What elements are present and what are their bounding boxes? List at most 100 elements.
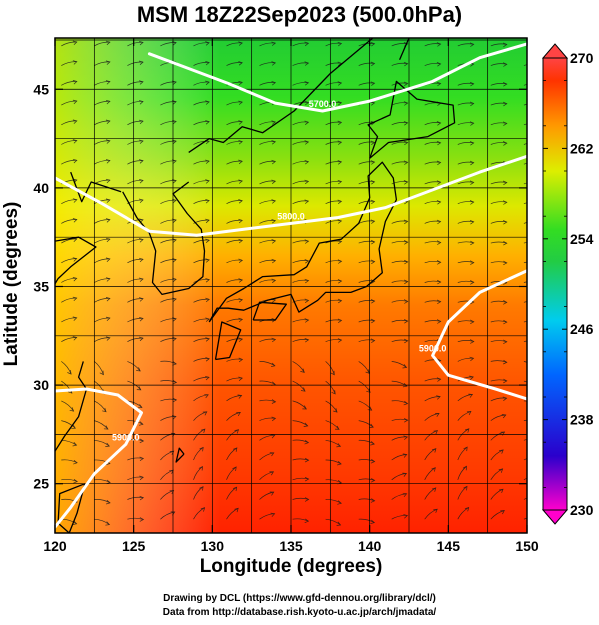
streamline: [358, 161, 375, 165]
coastline: [252, 301, 287, 321]
wind-streamlines: [61, 40, 540, 526]
streamline-arrowhead: [499, 488, 504, 494]
streamline-arrowhead: [271, 80, 277, 86]
streamline-arrowhead: [169, 450, 175, 455]
coastline: [208, 161, 398, 323]
contour-label: 5700.0: [309, 99, 337, 109]
streamline-arrowhead: [137, 404, 143, 409]
coastline: [122, 181, 206, 296]
streamline-arrowhead: [105, 40, 111, 46]
streamline-arrowhead: [69, 407, 75, 412]
streamline-arrowhead: [470, 260, 475, 265]
streamline: [523, 281, 527, 283]
streamline-arrowhead: [498, 468, 504, 473]
streamline-arrowhead: [536, 301, 540, 305]
x-tick-label: 130: [201, 538, 225, 554]
streamline-arrowhead: [370, 160, 376, 165]
streamline-arrowhead: [337, 461, 342, 466]
streamline-arrowhead: [72, 316, 78, 321]
streamline-arrowhead: [436, 42, 442, 47]
contour-line: [147, 42, 527, 113]
streamline-arrowhead: [105, 99, 111, 105]
streamline-arrowhead: [403, 61, 409, 67]
streamline-arrowhead: [337, 81, 343, 86]
streamline: [523, 458, 527, 461]
y-tick-label: 30: [33, 377, 49, 393]
streamline: [325, 518, 341, 526]
streamline-arrowhead: [403, 279, 409, 285]
streamline-arrowhead: [337, 259, 343, 264]
streamline-arrowhead: [271, 239, 277, 244]
grid-lines: [55, 38, 527, 533]
coastline: [175, 447, 185, 463]
streamline-arrowhead: [205, 159, 210, 164]
streamline-arrowhead: [99, 370, 104, 376]
streamline-arrowhead: [535, 475, 539, 479]
streamline-arrowhead: [205, 375, 210, 381]
streamline-arrowhead: [503, 319, 508, 325]
streamline-arrowhead: [402, 383, 408, 388]
plot-area: 5700.0 5800.0 5900.0 5900.0: [55, 38, 540, 533]
colorbar-label: 262: [570, 140, 594, 156]
streamline-arrowhead: [102, 407, 107, 413]
streamline-arrowhead: [72, 198, 78, 203]
axes: 120 125 130 135 140 145 150 25 30 35 40 45: [33, 37, 539, 554]
streamline: [523, 261, 527, 264]
streamline: [193, 318, 210, 323]
contour-lines: 5700.0 5800.0 5900.0 5900.0: [55, 42, 527, 529]
streamline-arrowhead: [172, 380, 178, 385]
streamline: [292, 62, 309, 66]
streamline-arrowhead: [536, 261, 540, 265]
streamline-arrowhead: [304, 259, 310, 264]
streamline-arrowhead: [336, 443, 342, 448]
streamline-arrowhead: [304, 159, 310, 165]
streamline-arrowhead: [462, 465, 467, 471]
x-tick-label: 150: [515, 538, 539, 554]
streamline-arrowhead: [105, 237, 111, 243]
streamline-arrowhead: [469, 101, 475, 107]
streamline-arrowhead: [238, 41, 243, 46]
streamline-arrowhead: [436, 180, 442, 185]
streamline-arrowhead: [436, 219, 442, 225]
streamline-arrowhead: [238, 159, 243, 165]
streamline-arrowhead: [205, 179, 210, 184]
streamline-arrowhead: [304, 120, 310, 125]
streamline-arrowhead: [502, 220, 508, 225]
streamline-arrowhead: [234, 429, 240, 434]
coastline: [70, 171, 122, 203]
streamline-arrowhead: [271, 416, 277, 422]
streamline: [325, 299, 342, 303]
streamline-arrowhead: [502, 82, 508, 87]
streamline-arrowhead: [431, 448, 437, 453]
streamline: [523, 340, 527, 343]
streamline-arrowhead: [330, 370, 335, 376]
streamline: [292, 141, 309, 145]
streamline-arrowhead: [469, 141, 475, 146]
streamline-arrowhead: [536, 281, 540, 285]
streamline: [523, 162, 527, 165]
streamline-arrowhead: [436, 319, 442, 324]
streamline-arrowhead: [304, 179, 310, 185]
streamline-arrowhead: [139, 159, 144, 164]
streamline-arrowhead: [72, 442, 78, 447]
streamline-arrowhead: [72, 80, 78, 85]
streamline-arrowhead: [337, 41, 343, 47]
streamline-arrowhead: [271, 337, 277, 343]
streamline-arrowhead: [238, 317, 244, 323]
streamline-arrowhead: [205, 41, 210, 46]
streamline-arrowhead: [369, 423, 374, 428]
streamline: [391, 493, 407, 500]
streamline-arrowhead: [105, 60, 111, 65]
streamline-arrowhead: [238, 357, 244, 363]
streamline-arrowhead: [269, 452, 275, 457]
streamline-arrowhead: [536, 63, 540, 67]
colorbar-top-arrow: [541, 43, 569, 59]
streamline-arrowhead: [236, 412, 241, 417]
streamline-arrowhead: [499, 449, 504, 454]
colorbar-label: 254: [570, 231, 594, 247]
x-axis-label: Longitude (degrees): [199, 556, 383, 577]
streamline-arrowhead: [271, 199, 277, 204]
streamline-arrowhead: [536, 201, 540, 205]
streamline-arrowhead: [205, 278, 210, 283]
streamline-arrowhead: [469, 121, 475, 126]
